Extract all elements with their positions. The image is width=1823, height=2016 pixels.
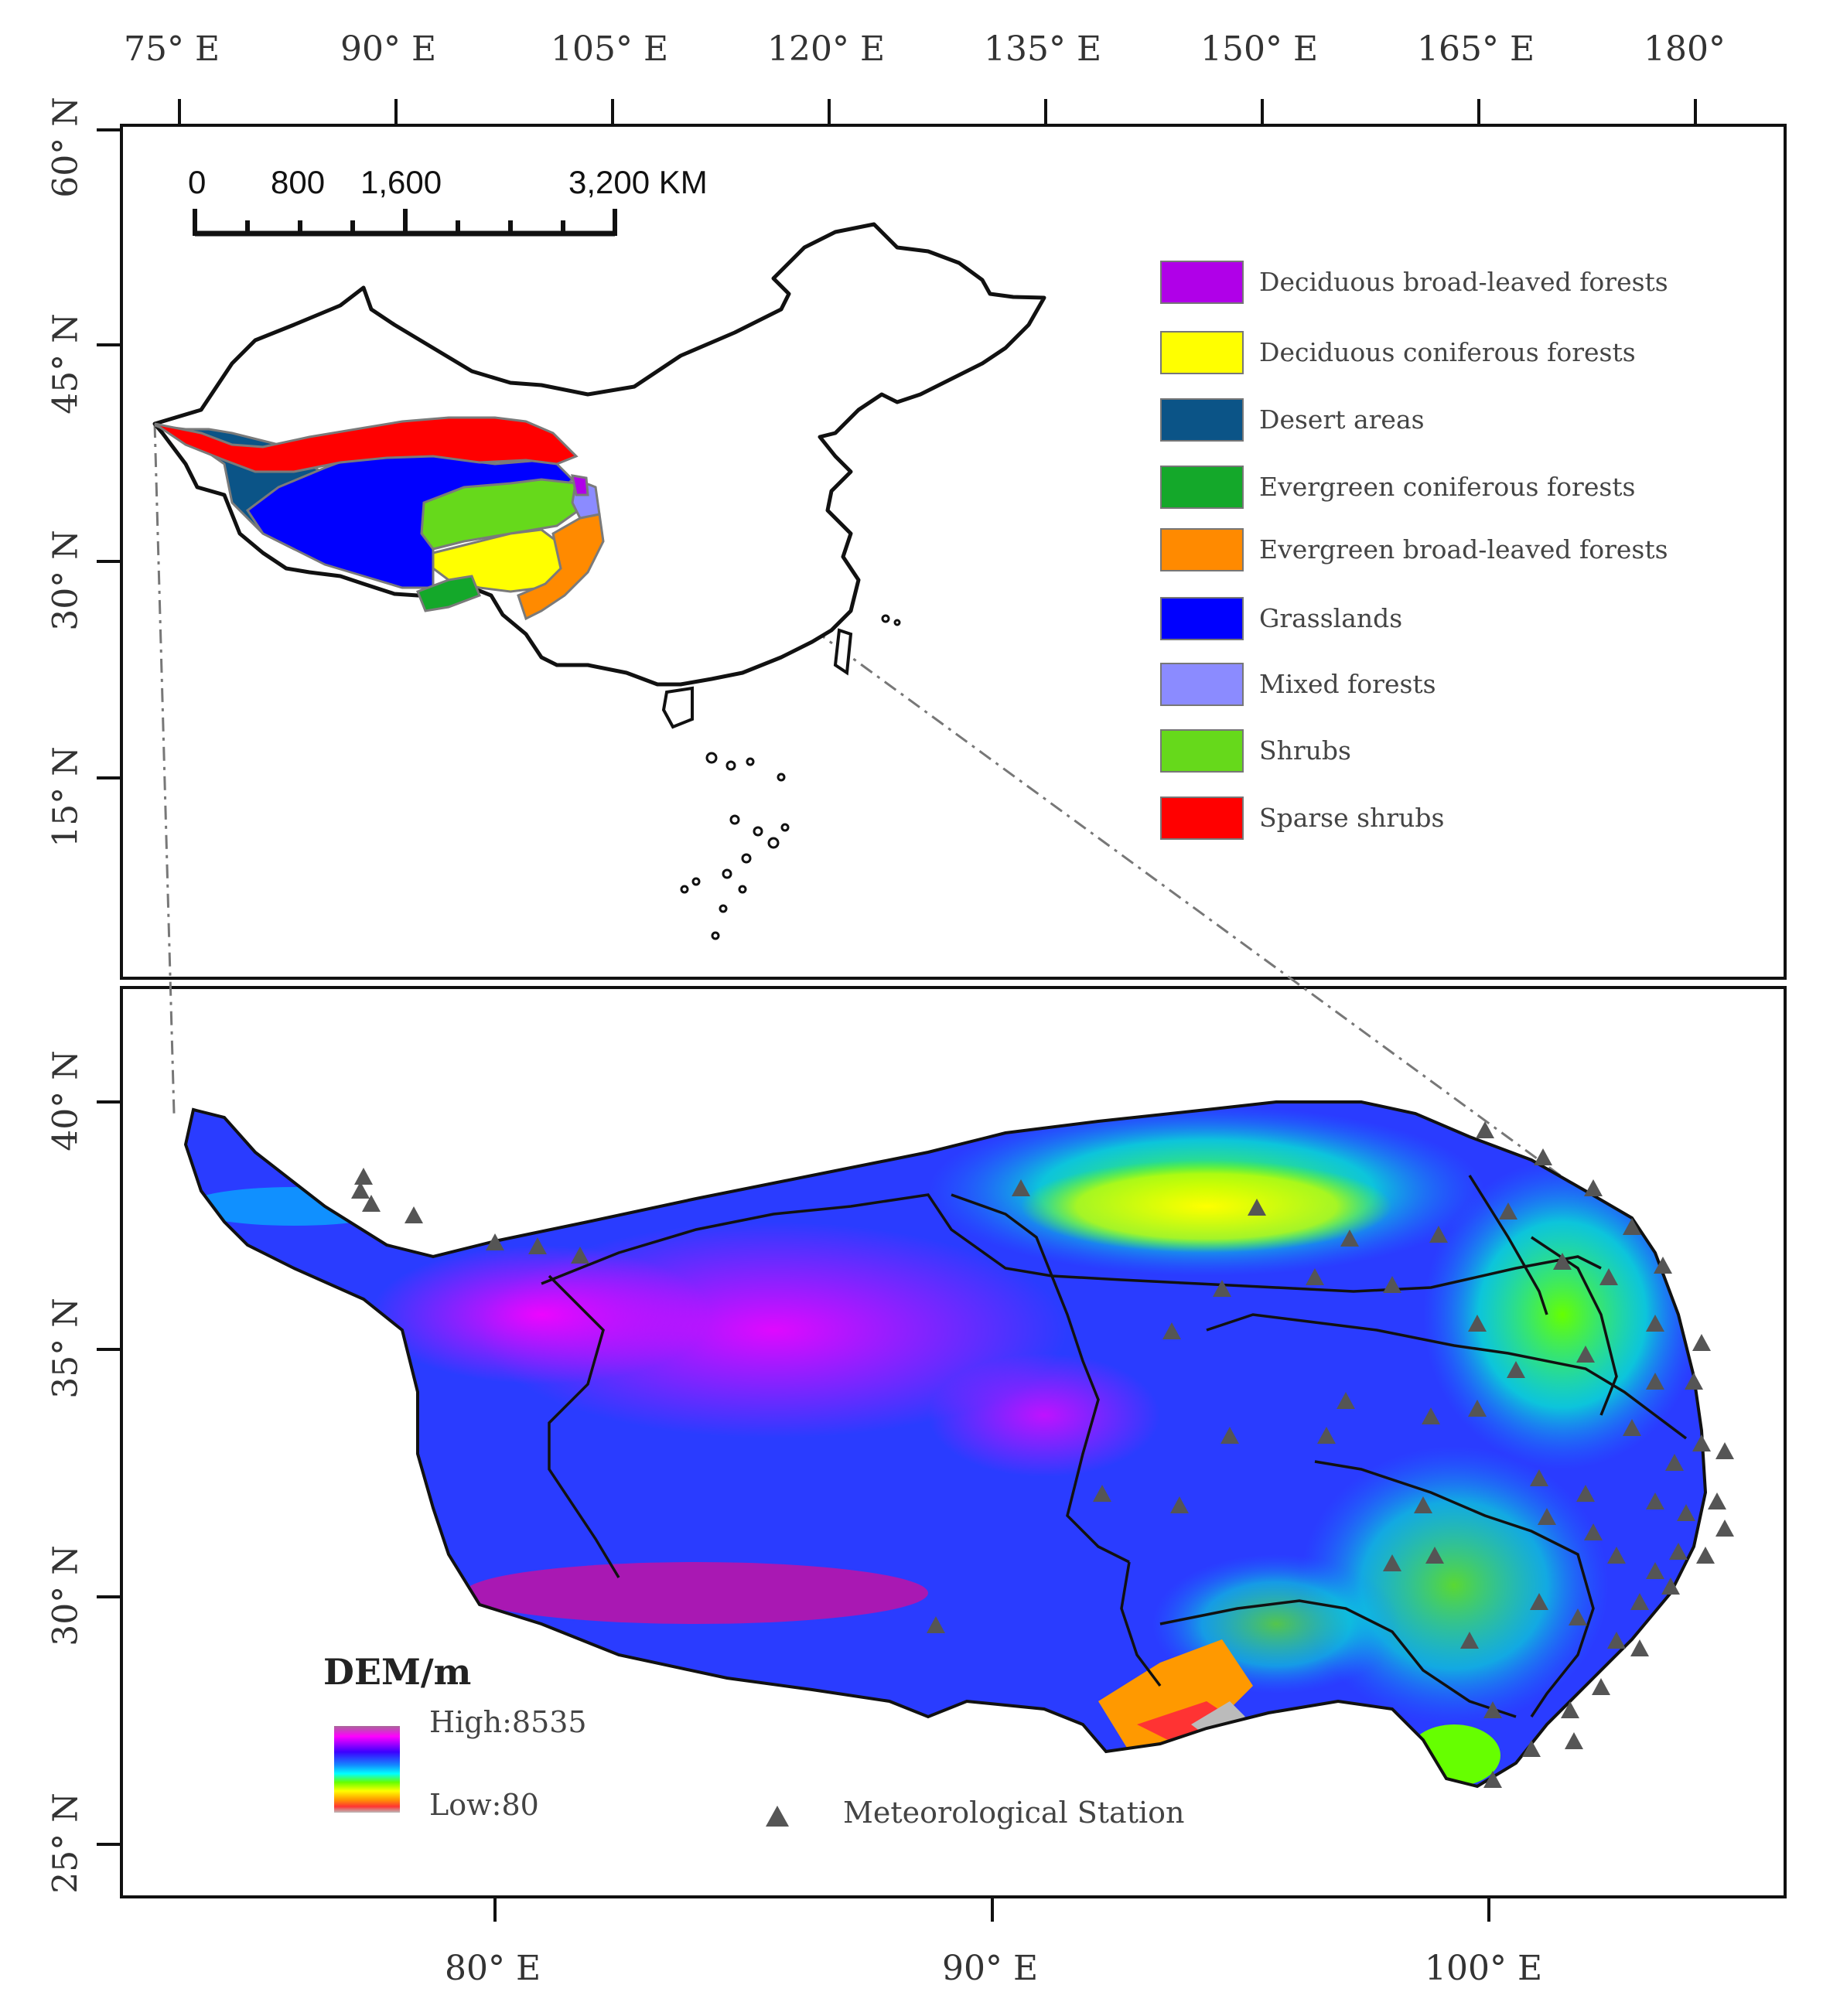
scale-label-0: 0 xyxy=(188,164,206,200)
lon-label: 180° xyxy=(1644,29,1726,69)
lon-label: 90° E xyxy=(340,29,437,69)
legend-station-marker xyxy=(766,1806,789,1827)
scale-label-3200: 3,200 KM xyxy=(568,164,708,200)
legend-swatch xyxy=(1160,331,1244,374)
taiwan-outline xyxy=(833,628,853,676)
dem-plateau xyxy=(183,1100,1708,1789)
lon-label: 165° E xyxy=(1417,29,1535,69)
scale-bar xyxy=(193,209,617,237)
dem-color-ramp xyxy=(334,1726,400,1813)
plateau-vegetation xyxy=(154,416,605,621)
dem-legend-title: DEM/m xyxy=(323,1651,472,1693)
legend-swatch xyxy=(1160,797,1244,840)
lon-label: 120° E xyxy=(767,29,886,69)
lon-label: 100° E xyxy=(1425,1949,1543,1988)
lon-label: 150° E xyxy=(1200,29,1319,69)
top-axis-ticks xyxy=(97,99,1697,779)
legend-swatch xyxy=(1160,729,1244,773)
overview-map-frame xyxy=(120,124,1787,980)
dem-map-frame xyxy=(120,986,1787,1898)
legend-label: Evergreen broad-leaved forests xyxy=(1259,534,1668,565)
dem-legend-low: Low:80 xyxy=(429,1788,539,1822)
vegetation-boundaries xyxy=(541,1175,1688,1718)
station-markers xyxy=(351,1121,1734,1827)
lon-label: 75° E xyxy=(124,29,220,69)
legend-label: Mixed forests xyxy=(1259,669,1436,699)
scale-label-800: 800 xyxy=(271,164,325,200)
legend-label: Deciduous coniferous forests xyxy=(1259,337,1636,367)
station-legend-label: Meteorological Station xyxy=(843,1796,1185,1830)
lon-label: 80° E xyxy=(445,1949,541,1988)
legend-label: Evergreen coniferous forests xyxy=(1259,472,1636,502)
legend-label: Sparse shrubs xyxy=(1259,803,1445,833)
legend-label: Grasslands xyxy=(1259,603,1403,633)
legend-swatch xyxy=(1160,597,1244,640)
legend-swatch xyxy=(1160,663,1244,706)
lon-label: 105° E xyxy=(551,29,669,69)
legend-swatch xyxy=(1160,261,1244,304)
legend-label: Desert areas xyxy=(1259,404,1425,435)
south-sea-islands xyxy=(680,614,901,940)
zoom-connector-line xyxy=(153,423,176,1114)
lon-label: 90° E xyxy=(942,1949,1039,1988)
legend-swatch xyxy=(1160,398,1244,442)
scale-label-1600: 1,600 xyxy=(360,164,442,200)
lon-label: 135° E xyxy=(984,29,1102,69)
dem-legend-high: High:8535 xyxy=(429,1705,587,1739)
legend-swatch xyxy=(1160,528,1244,571)
legend-label: Deciduous broad-leaved forests xyxy=(1259,267,1668,297)
legend-swatch xyxy=(1160,466,1244,509)
bottom-axis-ticks xyxy=(97,1100,1490,1922)
legend-label: Shrubs xyxy=(1259,735,1351,766)
hainan-outline xyxy=(661,686,694,729)
